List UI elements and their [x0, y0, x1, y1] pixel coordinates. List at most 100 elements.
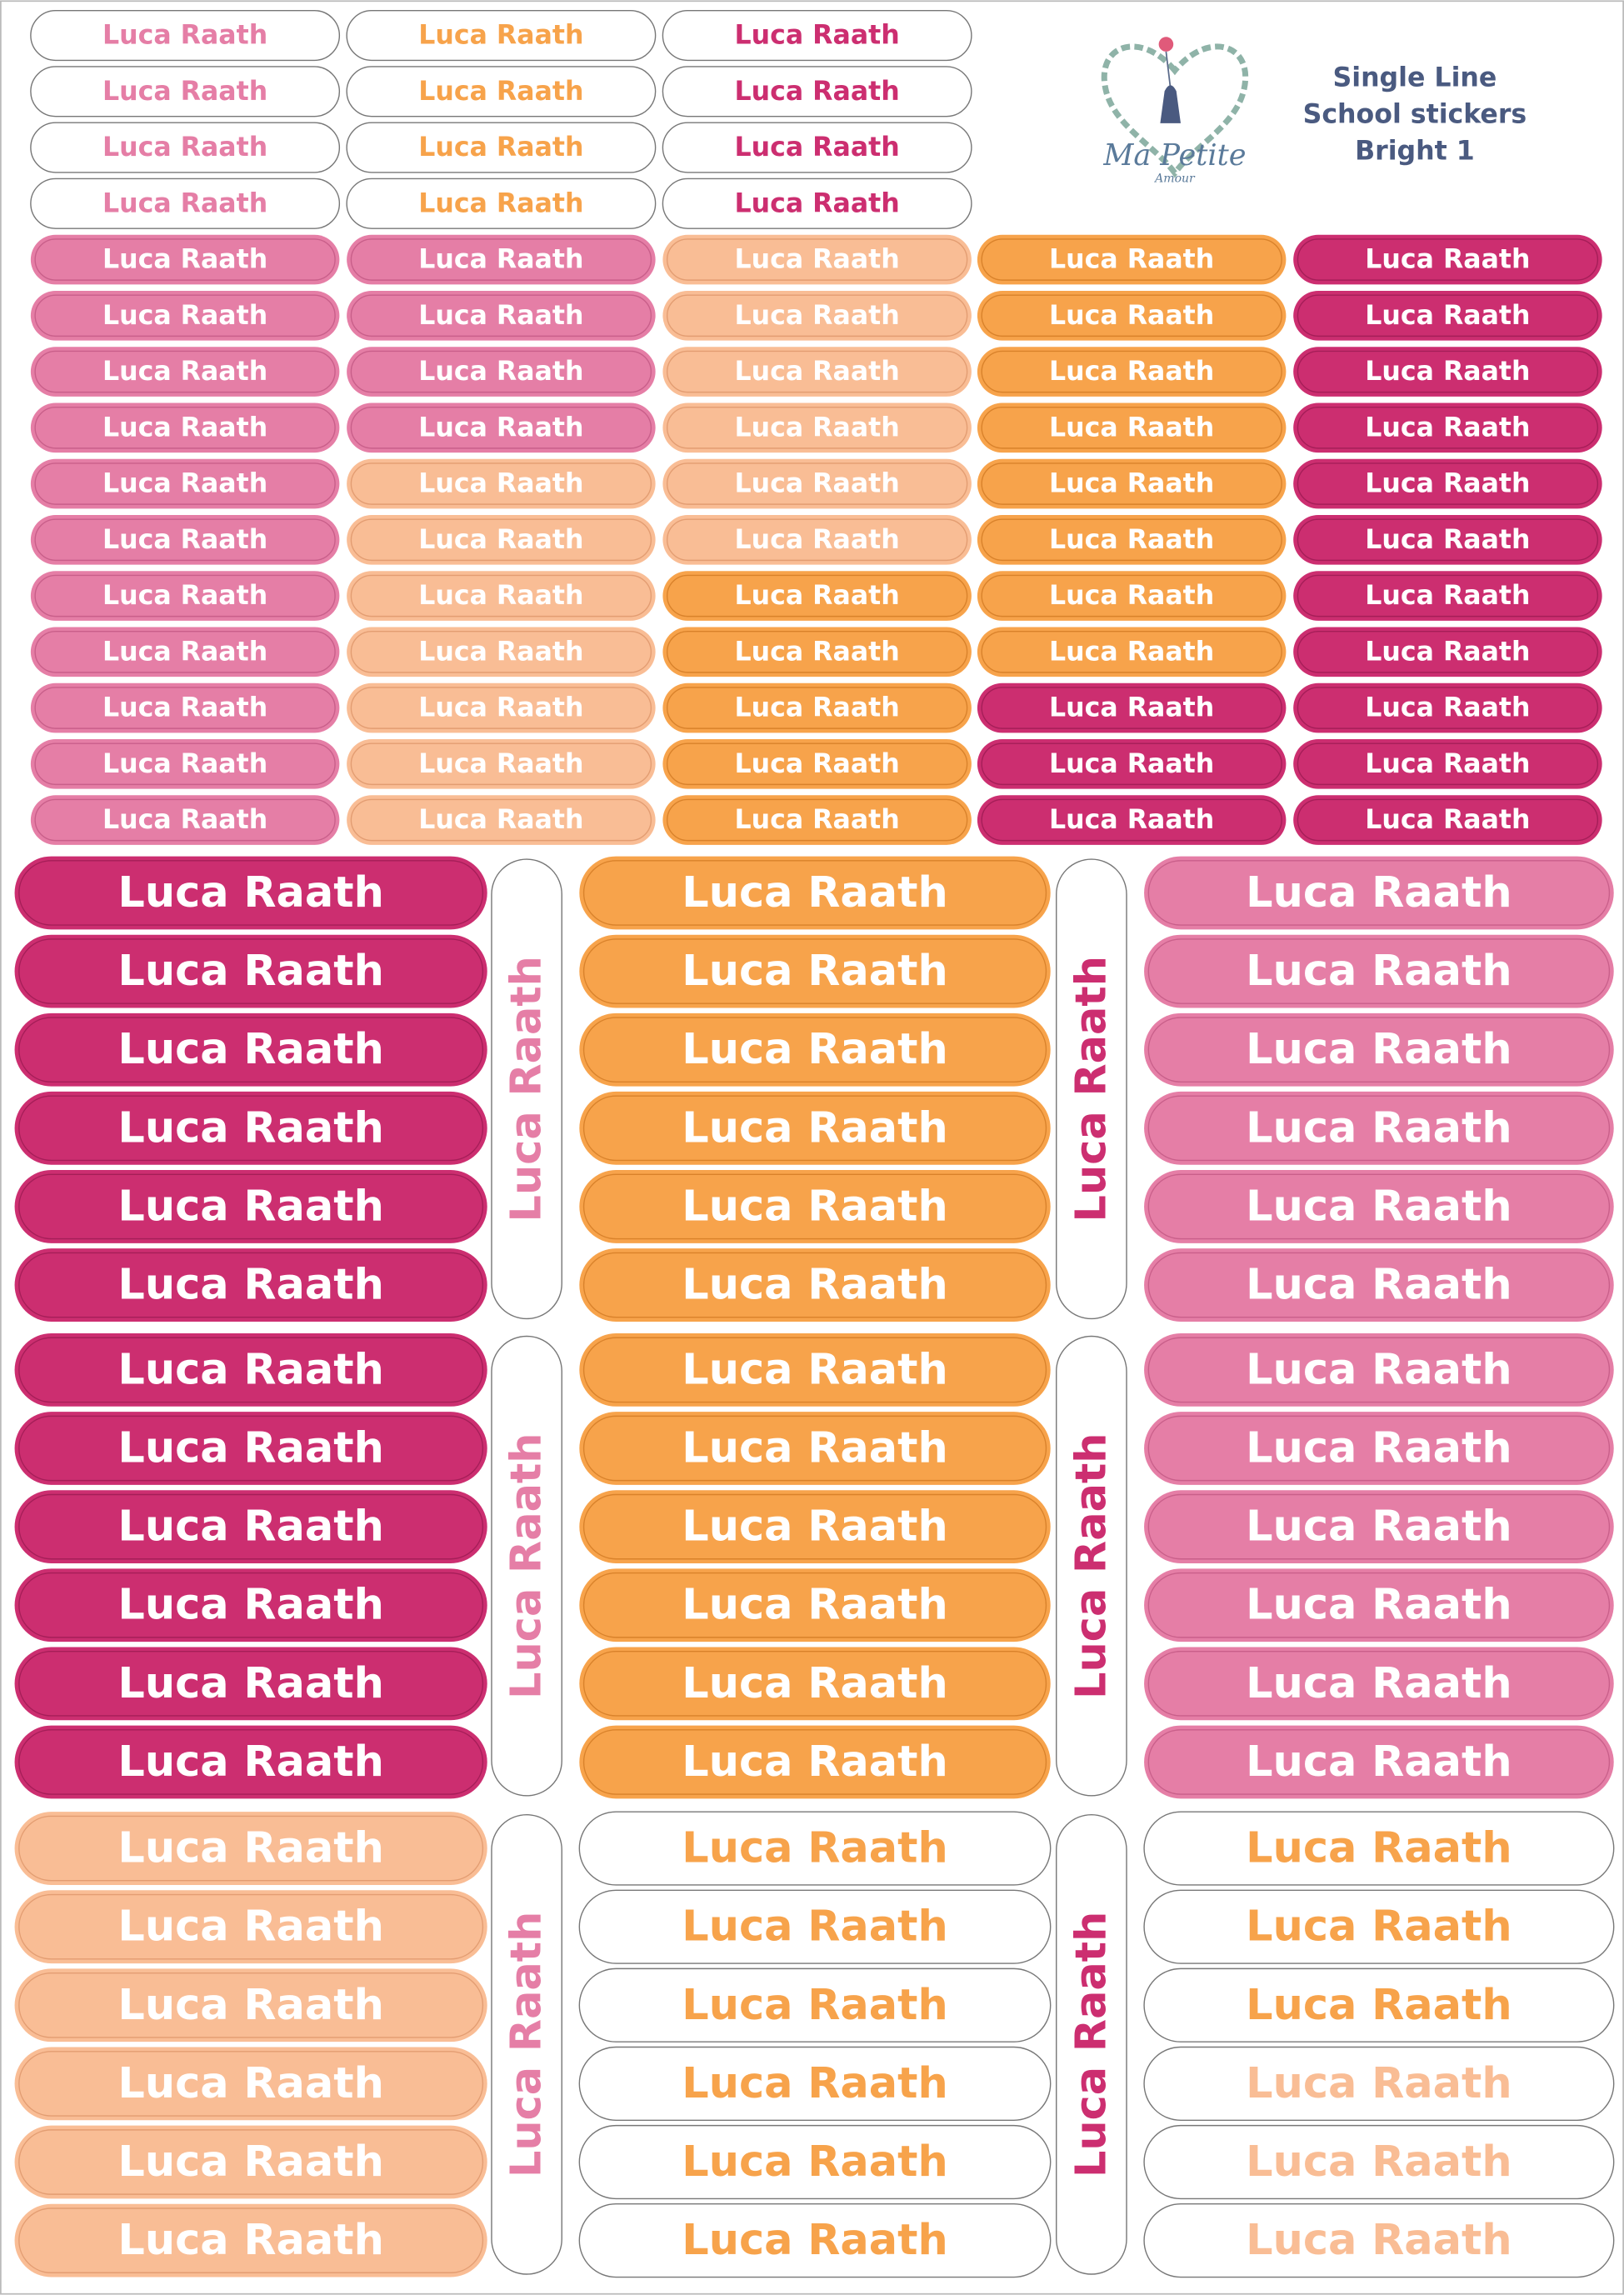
- sticker-outline: [1297, 687, 1599, 729]
- sticker-body: [977, 738, 1287, 789]
- sticker-label: Luca Raath: [682, 1025, 947, 1074]
- sticker: Luca Raath: [14, 2203, 487, 2278]
- sticker-body: [579, 1725, 1051, 1799]
- sticker-outline: [1147, 1651, 1611, 1717]
- sticker: Luca Raath: [347, 514, 656, 565]
- sticker-outline: [34, 518, 336, 562]
- sticker: Luca Raath: [662, 402, 972, 453]
- sticker-outline: [34, 238, 336, 281]
- sticker-label: Luca Raath: [735, 637, 900, 667]
- sticker-body: [977, 234, 1287, 285]
- sticker-body: [346, 122, 657, 173]
- sticker-body: [30, 347, 340, 397]
- sticker-label: Luca Raath: [1246, 868, 1512, 918]
- sticker: Luca Raath: [30, 347, 340, 397]
- sticker-body: [14, 2047, 487, 2121]
- sticker: Luca Raath: [578, 2124, 1052, 2200]
- sticker-label: Luca Raath: [682, 1502, 947, 1552]
- sticker-label: Luca Raath: [735, 357, 900, 387]
- sticker: Luca Raath: [14, 2125, 487, 2199]
- sticker-body: [346, 9, 657, 62]
- title-line: Single Line: [1332, 62, 1497, 92]
- sticker-label: Luca Raath: [102, 525, 267, 555]
- logo-balloon: [1158, 37, 1174, 52]
- sticker-outline: [582, 1572, 1047, 1638]
- sticker-body: [977, 402, 1287, 453]
- sticker-label: Luca Raath: [102, 132, 267, 162]
- sticker-body: [1144, 1568, 1614, 1642]
- sticker-body: [14, 1725, 487, 1799]
- sticker-body: [1144, 1412, 1614, 1485]
- sticker-label: Luca Raath: [1246, 1345, 1512, 1394]
- sticker-label: Luca Raath: [1067, 1912, 1116, 2178]
- sticker: Luca Raath: [578, 2203, 1052, 2278]
- sticker-label: Luca Raath: [682, 2216, 947, 2265]
- sticker-body: [1056, 1813, 1127, 2275]
- sticker: Luca Raath: [1143, 2124, 1615, 2200]
- sticker: Luca Raath: [662, 458, 972, 509]
- sticker: Luca Raath: [30, 66, 341, 118]
- sticker-label: Luca Raath: [1049, 805, 1214, 835]
- sticker-outline: [18, 1252, 484, 1318]
- sticker-body: [14, 1091, 487, 1165]
- sticker: Luca Raath: [662, 514, 972, 565]
- sticker-body: [1144, 856, 1614, 930]
- sticker: Luca Raath: [30, 234, 340, 285]
- sticker-outline: [350, 238, 652, 281]
- sticker-body: [347, 627, 656, 678]
- sticker-outline: [18, 1337, 484, 1403]
- sticker: Luca Raath: [977, 795, 1287, 845]
- sticker-outline: [582, 1415, 1047, 1482]
- sticker-label: Luca Raath: [1049, 301, 1214, 331]
- sticker-label: Luca Raath: [1049, 357, 1214, 387]
- sticker-body: [30, 795, 340, 845]
- title-line: Bright 1: [1355, 136, 1475, 166]
- sticker: Luca Raath: [1143, 1889, 1615, 1964]
- sticker: Luca Raath: [579, 1725, 1051, 1799]
- vertical-sticker: Luca Raath: [1056, 858, 1127, 1320]
- sticker-outline: [582, 1017, 1047, 1083]
- sticker: Luca Raath: [1144, 1091, 1614, 1165]
- sticker-label: Luca Raath: [1365, 301, 1530, 331]
- sticker-label: Luca Raath: [117, 947, 383, 996]
- sticker-label: Luca Raath: [682, 1424, 947, 1473]
- sticker: Luca Raath: [662, 627, 972, 678]
- sticker-body: [578, 1811, 1052, 1886]
- sticker-label: Luca Raath: [1049, 749, 1214, 779]
- sticker: Luca Raath: [1293, 290, 1602, 341]
- sticker-label: Luca Raath: [1365, 357, 1530, 387]
- sticker-body: [1144, 1490, 1614, 1564]
- sticker-label: Luca Raath: [418, 581, 583, 611]
- sticker: Luca Raath: [14, 1248, 487, 1322]
- sticker: Luca Raath: [347, 795, 656, 845]
- sticker-body: [30, 682, 340, 733]
- sticker-body: [1143, 1889, 1615, 1964]
- sticker-body: [346, 178, 657, 229]
- sticker-outline: [350, 687, 652, 729]
- sticker-label: Luca Raath: [1365, 693, 1530, 723]
- sticker-label: Luca Raath: [1246, 1659, 1512, 1708]
- sticker-label: Luca Raath: [1365, 749, 1530, 779]
- sticker-outline: [18, 938, 484, 1004]
- sticker-body: [1144, 1647, 1614, 1721]
- sticker-outline: [582, 1493, 1047, 1560]
- sticker-label: Luca Raath: [1246, 1182, 1512, 1231]
- sticker-label: Luca Raath: [418, 693, 583, 723]
- sticker-body: [579, 1647, 1051, 1721]
- sticker-outline: [1297, 350, 1599, 393]
- sticker-body: [579, 1490, 1051, 1564]
- sticker: Luca Raath: [347, 571, 656, 621]
- sticker: Luca Raath: [579, 1012, 1051, 1087]
- sticker-body: [1293, 402, 1602, 453]
- sticker-outline: [18, 1815, 484, 1882]
- sticker-outline: [582, 1651, 1047, 1717]
- sticker: Luca Raath: [347, 234, 656, 285]
- sticker-body: [14, 934, 487, 1008]
- sticker-body: [1056, 1335, 1127, 1797]
- sticker-body: [30, 9, 341, 62]
- sticker: Luca Raath: [579, 1170, 1051, 1243]
- sticker-label: Luca Raath: [1246, 1424, 1512, 1473]
- sticker: Luca Raath: [30, 738, 340, 789]
- sticker-label: Luca Raath: [735, 301, 900, 331]
- sticker: Luca Raath: [14, 1812, 487, 1885]
